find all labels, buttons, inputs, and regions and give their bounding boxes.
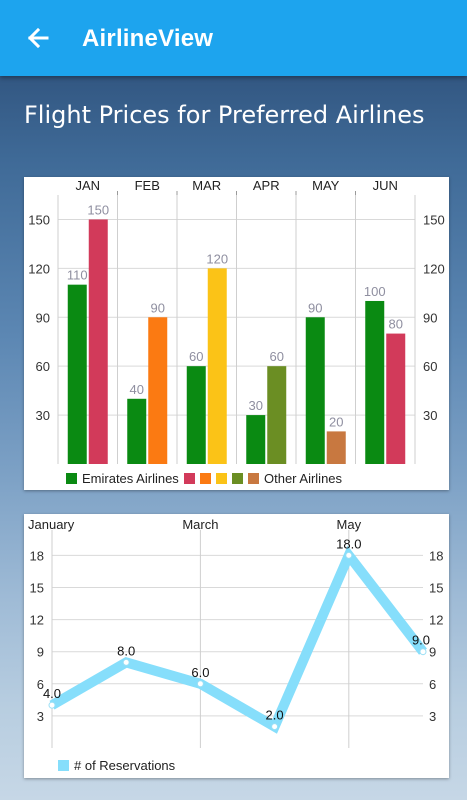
legend-swatch	[232, 473, 243, 484]
bar-data-label: 80	[389, 317, 403, 332]
bar-data-label: 20	[329, 414, 343, 429]
back-button[interactable]	[20, 20, 56, 56]
y-tick-label-left: 90	[36, 310, 50, 325]
legend-swatch	[216, 473, 227, 484]
y-tick-label-left: 15	[30, 581, 44, 596]
legend-swatch	[58, 760, 69, 771]
bar-emirates-mar	[186, 366, 206, 464]
y-tick-label-right: 90	[423, 310, 437, 325]
bar-data-label: 90	[308, 300, 322, 315]
legend-swatch	[184, 473, 195, 484]
y-tick-label-right: 18	[429, 548, 443, 563]
data-point	[48, 701, 56, 709]
series-line-reservations	[49, 545, 427, 734]
data-point	[271, 723, 279, 731]
y-tick-label-right: 60	[423, 359, 437, 374]
app-title: AirlineView	[82, 25, 214, 52]
x-tick-label: JAN	[75, 178, 100, 193]
bar-data-label: 40	[130, 382, 144, 397]
bar-data-label: 60	[189, 349, 203, 364]
y-tick-label-right: 6	[429, 677, 436, 692]
y-tick-label-left: 12	[30, 613, 44, 628]
y-tick-label-right: 30	[423, 408, 437, 423]
y-tick-label-left: 30	[36, 408, 50, 423]
x-tick-label: January	[28, 517, 75, 532]
bar-emirates-may	[305, 317, 325, 464]
bar-emirates-jan	[67, 284, 87, 464]
bar-other-may	[326, 431, 346, 464]
y-tick-label-left: 18	[30, 548, 44, 563]
bar-data-label: 110	[67, 268, 88, 283]
bar-emirates-jun	[365, 300, 385, 464]
bar-other-apr	[267, 366, 287, 464]
bar-data-label: 30	[249, 398, 263, 413]
y-tick-label-left: 3	[37, 709, 44, 724]
y-tick-label-right: 3	[429, 709, 436, 724]
y-tick-label-right: 12	[429, 613, 443, 628]
bar-data-label: 60	[270, 349, 284, 364]
legend-swatch	[66, 473, 77, 484]
x-tick-label: JUN	[373, 178, 398, 193]
point-data-label: 4.0	[43, 686, 61, 701]
legend-label: Other Airlines	[264, 471, 343, 486]
bar-other-mar	[207, 268, 227, 464]
y-tick-label-right: 120	[423, 261, 445, 276]
y-tick-label-left: 150	[28, 212, 50, 227]
legend-label: Emirates Airlines	[82, 471, 179, 486]
point-data-label: 9.0	[412, 633, 430, 648]
y-tick-label-left: 6	[37, 677, 44, 692]
y-tick-label-right: 15	[429, 581, 443, 596]
x-tick-label: MAR	[192, 178, 221, 193]
point-data-label: 8.0	[117, 643, 135, 658]
x-tick-label: APR	[253, 178, 280, 193]
bar-data-label: 120	[206, 251, 228, 266]
data-point	[419, 648, 427, 656]
bar-data-label: 150	[87, 202, 109, 217]
data-point	[196, 680, 204, 688]
data-point	[345, 551, 353, 559]
x-tick-label: March	[182, 517, 218, 532]
y-tick-label-left: 120	[28, 261, 50, 276]
flight-prices-bar-chart: 30 30 60 60 90 90 120 120 150 150 JAN FEB MAR APR MAY J…	[28, 178, 445, 486]
legend-swatch	[248, 473, 259, 484]
flight-prices-chart-card: 30 30 60 60 90 90 120 120 150 150 JAN FEB MAR APR MAY J…	[24, 177, 449, 490]
point-data-label: 6.0	[191, 665, 209, 680]
y-tick-label-right: 9	[429, 645, 436, 660]
bar-data-label: 90	[151, 300, 165, 315]
point-data-label: 2.0	[266, 708, 284, 723]
bar-emirates-feb	[127, 398, 147, 464]
legend-label: # of Reservations	[74, 758, 176, 773]
data-point	[122, 658, 130, 666]
y-tick-label-left: 9	[37, 645, 44, 660]
y-tick-label-right: 150	[423, 212, 445, 227]
reservations-line-chart: 3 3 6 6 9 9 12 12 15 15 18 18 January March May 4.0 8.0 6…	[28, 517, 443, 773]
reservations-chart-card: 3 3 6 6 9 9 12 12 15 15 18 18 January March May 4.0 8.0 6…	[24, 514, 449, 778]
x-tick-label: May	[337, 517, 362, 532]
page-title: Flight Prices for Preferred Airlines	[24, 101, 425, 129]
x-tick-label: FEB	[135, 178, 160, 193]
bar-other-jan	[88, 219, 108, 464]
legend-swatch	[200, 473, 211, 484]
bar-data-label: 100	[364, 284, 386, 299]
y-tick-label-left: 60	[36, 359, 50, 374]
bar-emirates-apr	[246, 415, 266, 464]
x-tick-label: MAY	[312, 178, 340, 193]
arrow-left-icon	[27, 27, 49, 49]
app-bar: AirlineView	[0, 0, 467, 76]
bar-other-jun	[386, 333, 406, 464]
bar-other-feb	[148, 317, 168, 464]
point-data-label: 18.0	[336, 536, 361, 551]
